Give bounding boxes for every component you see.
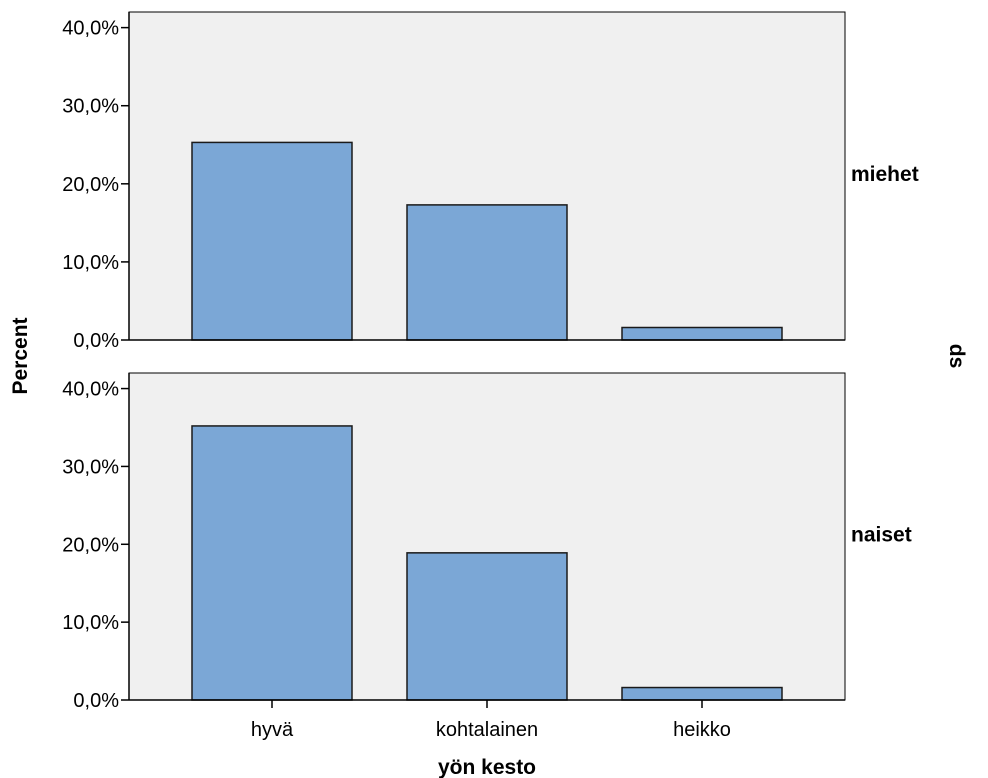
y-tick-label: 30,0% — [62, 456, 119, 478]
y-tick-label: 40,0% — [62, 18, 119, 40]
y-axis-title: Percent — [9, 317, 32, 394]
y-tick-label: 0,0% — [73, 330, 119, 352]
panel-naiset: 0,0% 10,0% 20,0% 30,0% 40,0% naiset — [62, 372, 912, 712]
x-tick-label: hyvä — [251, 719, 294, 741]
y-tick-label: 40,0% — [62, 379, 119, 401]
x-tick-label: kohtalainen — [436, 719, 538, 741]
y-tick-label: 20,0% — [62, 174, 119, 196]
y-tick-label: 20,0% — [62, 534, 119, 556]
facet-axis-title: ds — [945, 344, 968, 369]
y-tick-label: 30,0% — [62, 96, 119, 118]
panel-label: naiset — [851, 524, 912, 547]
y-tick-label: 10,0% — [62, 252, 119, 274]
x-axis: hyvä kohtalainen heikko — [251, 700, 731, 741]
x-axis-title: yön kesto — [438, 756, 536, 778]
bar-naiset-hyvä — [191, 425, 353, 701]
panel-miehet: 0,0% 10,0% 20,0% 30,0% 40,0% miehet — [62, 11, 919, 352]
y-tick-label: 10,0% — [62, 612, 119, 634]
chart-panels: 0,0% 10,0% 20,0% 30,0% 40,0% miehet 0,0% 10,0% 2… — [62, 11, 919, 712]
bar-miehet-kohtalainen — [406, 204, 568, 341]
bar-naiset-heikko — [621, 686, 783, 701]
bar-miehet-heikko — [621, 326, 783, 341]
x-tick-label: heikko — [673, 719, 731, 741]
bar-miehet-hyvä — [191, 141, 353, 341]
y-tick-label: 0,0% — [73, 690, 119, 712]
bar-naiset-kohtalainen — [406, 552, 568, 701]
panel-label: miehet — [851, 163, 919, 186]
